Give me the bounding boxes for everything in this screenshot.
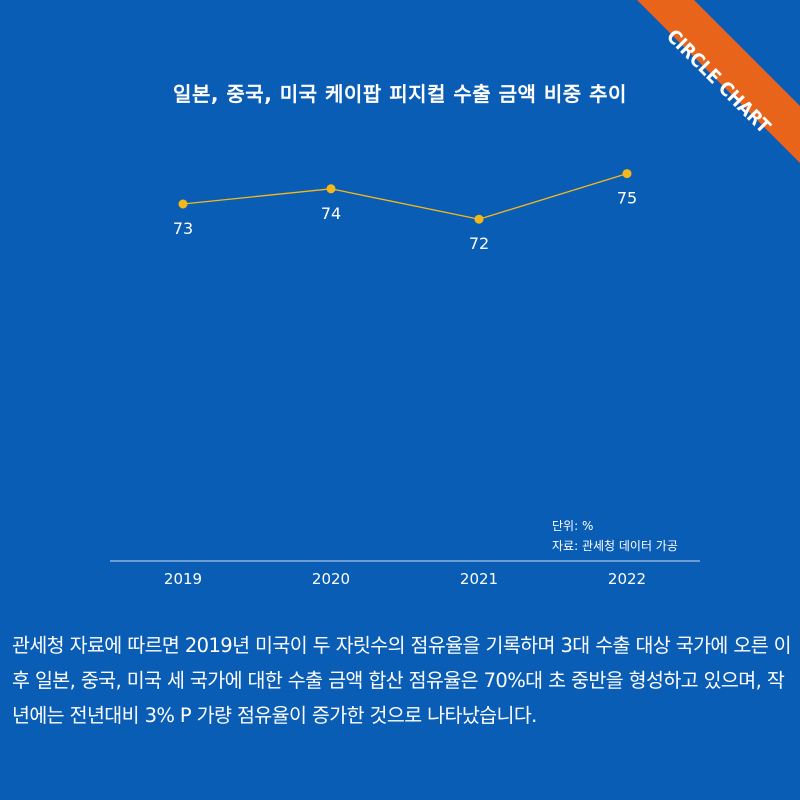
line-chart: 73 74 72 75 2019 2020 2021 2022 (110, 169, 700, 588)
data-label-2022: 75 (617, 189, 637, 208)
data-label-2019: 73 (173, 219, 193, 238)
data-label-2020: 74 (321, 204, 341, 223)
data-point-2019 (178, 199, 188, 209)
tick-layer: 2019 2020 2021 2022 (164, 570, 646, 588)
source-note: 자료: 관세청 데이터 가공 (552, 539, 678, 553)
x-tick-label-2019: 2019 (164, 570, 202, 588)
series-layer: 73 74 72 75 (173, 169, 637, 253)
series-line (182, 172, 628, 220)
x-tick-label-2021: 2021 (460, 570, 498, 588)
unit-note: 단위: % (552, 519, 594, 533)
caption-text: 관세청 자료에 따르면 2019년 미국이 두 자릿수의 점유율을 기록하며 3… (12, 634, 792, 727)
data-label-2021: 72 (469, 234, 489, 253)
chart-title: 일본, 중국, 미국 케이팝 피지컬 수출 금액 비중 추이 (173, 82, 627, 106)
data-point-2021 (474, 214, 484, 224)
data-point-2022 (622, 169, 632, 179)
x-tick-label-2020: 2020 (312, 570, 350, 588)
data-point-2020 (326, 184, 336, 194)
x-tick-label-2022: 2022 (608, 570, 646, 588)
